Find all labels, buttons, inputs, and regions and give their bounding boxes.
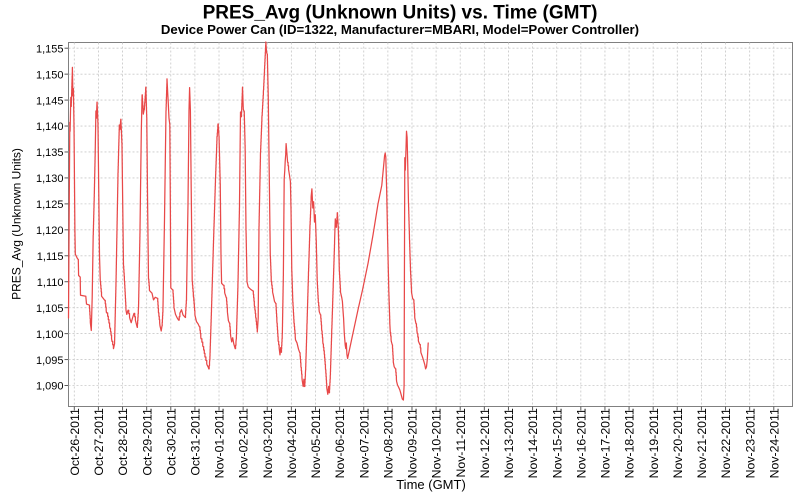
svg-text:1,100: 1,100 [36, 329, 64, 341]
svg-text:1,090: 1,090 [36, 381, 64, 393]
svg-text:Oct-31-2011: Oct-31-2011 [189, 408, 203, 476]
svg-text:Nov-06-2011: Nov-06-2011 [333, 408, 347, 478]
svg-text:Device Power Can (ID=1322, Man: Device Power Can (ID=1322, Manufacturer=… [161, 22, 639, 37]
svg-text:Nov-13-2011: Nov-13-2011 [502, 408, 516, 478]
svg-text:Nov-14-2011: Nov-14-2011 [526, 408, 540, 478]
svg-text:1,135: 1,135 [36, 147, 64, 159]
svg-text:1,130: 1,130 [36, 173, 64, 185]
svg-text:Nov-16-2011: Nov-16-2011 [574, 408, 588, 478]
svg-text:Nov-04-2011: Nov-04-2011 [285, 408, 299, 478]
svg-text:Nov-15-2011: Nov-15-2011 [550, 408, 564, 478]
svg-text:Oct-28-2011: Oct-28-2011 [116, 408, 130, 476]
svg-text:Nov-17-2011: Nov-17-2011 [599, 408, 613, 478]
svg-text:Nov-24-2011: Nov-24-2011 [767, 408, 781, 478]
svg-text:Nov-03-2011: Nov-03-2011 [261, 408, 275, 478]
svg-text:Oct-30-2011: Oct-30-2011 [164, 408, 178, 476]
svg-text:1,105: 1,105 [36, 303, 64, 315]
svg-text:Nov-11-2011: Nov-11-2011 [454, 408, 468, 477]
svg-text:1,145: 1,145 [36, 95, 64, 107]
svg-text:1,155: 1,155 [36, 43, 64, 55]
svg-text:Nov-07-2011: Nov-07-2011 [357, 408, 371, 478]
svg-text:1,115: 1,115 [37, 251, 64, 263]
svg-text:Nov-22-2011: Nov-22-2011 [719, 408, 733, 478]
svg-text:1,125: 1,125 [36, 199, 64, 211]
svg-text:Nov-19-2011: Nov-19-2011 [647, 408, 661, 478]
svg-text:1,120: 1,120 [36, 225, 64, 237]
svg-text:PRES_Avg (Unknown Units): PRES_Avg (Unknown Units) [10, 148, 24, 300]
svg-text:Oct-29-2011: Oct-29-2011 [140, 408, 154, 476]
svg-text:Nov-08-2011: Nov-08-2011 [381, 408, 395, 478]
svg-text:Nov-10-2011: Nov-10-2011 [430, 408, 444, 478]
svg-text:1,150: 1,150 [36, 69, 64, 81]
svg-text:Oct-26-2011: Oct-26-2011 [68, 408, 82, 476]
svg-text:1,095: 1,095 [36, 355, 64, 367]
svg-text:Nov-05-2011: Nov-05-2011 [309, 408, 323, 478]
svg-text:Time (GMT): Time (GMT) [396, 477, 466, 492]
svg-text:Nov-23-2011: Nov-23-2011 [743, 408, 757, 478]
svg-text:Nov-02-2011: Nov-02-2011 [237, 408, 251, 478]
svg-text:1,110: 1,110 [37, 277, 64, 289]
svg-text:Nov-12-2011: Nov-12-2011 [478, 408, 492, 478]
svg-text:1,140: 1,140 [36, 121, 64, 133]
svg-text:Nov-18-2011: Nov-18-2011 [623, 408, 637, 478]
svg-text:Nov-09-2011: Nov-09-2011 [406, 408, 420, 478]
svg-text:PRES_Avg (Unknown Units) vs. T: PRES_Avg (Unknown Units) vs. Time (GMT) [203, 3, 598, 24]
svg-text:Nov-21-2011: Nov-21-2011 [695, 408, 709, 478]
svg-text:Nov-01-2011: Nov-01-2011 [213, 408, 227, 478]
svg-text:Nov-20-2011: Nov-20-2011 [671, 408, 685, 478]
svg-text:Oct-27-2011: Oct-27-2011 [92, 408, 106, 476]
